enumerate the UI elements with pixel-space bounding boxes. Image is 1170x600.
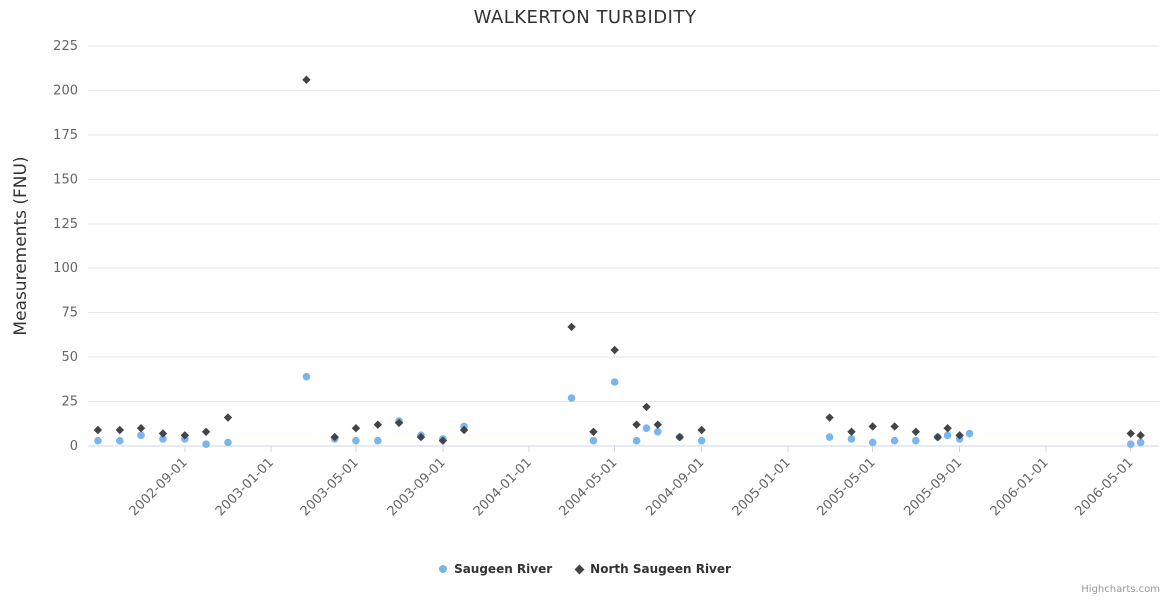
data-point[interactable] xyxy=(159,435,167,443)
legend-label: Saugeen River xyxy=(454,562,553,576)
x-tick-label: 2005-01-01 xyxy=(730,455,794,519)
data-point[interactable] xyxy=(1126,440,1135,449)
data-point[interactable] xyxy=(93,425,103,435)
data-point[interactable] xyxy=(632,420,641,429)
data-point[interactable] xyxy=(589,436,598,445)
data-point[interactable] xyxy=(567,394,576,402)
y-tick-label: 150 xyxy=(53,172,78,187)
y-tick-label: 125 xyxy=(53,217,78,232)
data-point[interactable] xyxy=(459,425,469,435)
data-point[interactable] xyxy=(642,402,651,412)
data-point[interactable] xyxy=(847,427,856,436)
x-tick-label: 2003-05-01 xyxy=(298,455,362,519)
data-point[interactable] xyxy=(589,427,598,436)
data-point[interactable] xyxy=(610,378,619,386)
data-point[interactable] xyxy=(416,432,426,442)
data-point[interactable] xyxy=(1136,431,1145,440)
data-point[interactable] xyxy=(955,431,964,440)
data-point[interactable] xyxy=(675,432,684,442)
legend: Saugeen River North Saugeen River xyxy=(0,562,1170,576)
x-tick-label: 2004-05-01 xyxy=(556,455,620,519)
y-tick-label: 0 xyxy=(70,439,78,454)
data-point[interactable] xyxy=(136,424,146,433)
data-point[interactable] xyxy=(201,427,211,436)
data-point[interactable] xyxy=(373,420,383,429)
y-tick-label: 175 xyxy=(53,128,78,143)
data-point[interactable] xyxy=(847,435,856,443)
data-point[interactable] xyxy=(330,432,339,442)
data-point[interactable] xyxy=(394,418,404,428)
data-point[interactable] xyxy=(697,436,706,445)
data-point[interactable] xyxy=(642,424,651,433)
chart-title: WALKERTON TURBIDITY xyxy=(473,7,697,28)
x-tick-label: 2004-09-01 xyxy=(643,455,707,519)
data-point[interactable] xyxy=(653,420,662,429)
data-point[interactable] xyxy=(202,440,210,449)
x-tick-label: 2005-05-01 xyxy=(814,455,878,519)
data-points xyxy=(93,75,1145,449)
y-tick-label: 225 xyxy=(53,39,78,54)
data-point[interactable] xyxy=(653,427,662,436)
y-tick-label: 75 xyxy=(61,306,78,321)
data-point[interactable] xyxy=(158,429,168,438)
x-tick-label: 2006-05-01 xyxy=(1073,455,1137,519)
data-point[interactable] xyxy=(697,425,706,435)
legend-item-north-saugeen-river[interactable]: North Saugeen River xyxy=(574,562,731,576)
data-point[interactable] xyxy=(567,322,576,332)
y-tick-label: 25 xyxy=(61,395,78,410)
data-point[interactable] xyxy=(1136,438,1145,447)
legend-label: North Saugeen River xyxy=(590,562,731,576)
y-tick-label: 50 xyxy=(61,350,78,365)
gridlines xyxy=(88,45,1159,452)
data-point[interactable] xyxy=(351,424,361,433)
data-point[interactable] xyxy=(825,413,834,422)
data-point[interactable] xyxy=(943,431,952,440)
y-axis-title: Measurements (FNU) xyxy=(11,156,31,335)
x-axis-labels: 2002-09-01 2003-01-01 2003-05-01 2003-09-01… xyxy=(127,455,1137,519)
x-tick-label: 2006-01-01 xyxy=(988,455,1052,519)
x-tick-label: 2003-09-01 xyxy=(385,455,449,519)
data-point[interactable] xyxy=(352,436,360,445)
data-point[interactable] xyxy=(890,422,899,431)
scatter-plot: 0 25 50 75 100 125 150 175 200 225 2002-09-01 2003… xyxy=(11,39,1159,519)
data-point[interactable] xyxy=(302,372,311,381)
data-point[interactable] xyxy=(180,431,190,440)
data-point[interactable] xyxy=(610,345,619,355)
data-point[interactable] xyxy=(1126,429,1135,438)
y-tick-label: 100 xyxy=(53,261,78,276)
data-point[interactable] xyxy=(890,436,899,445)
legend-item-saugeen-river[interactable]: Saugeen River xyxy=(439,562,552,576)
y-tick-label: 200 xyxy=(53,83,78,98)
data-point[interactable] xyxy=(223,413,233,422)
data-point[interactable] xyxy=(224,438,232,447)
diamond-marker-icon xyxy=(574,564,585,574)
data-point[interactable] xyxy=(94,436,102,445)
data-point[interactable] xyxy=(965,429,974,438)
data-point[interactable] xyxy=(912,436,920,445)
data-point[interactable] xyxy=(933,432,942,442)
x-tick-label: 2003-01-01 xyxy=(213,455,277,519)
data-point[interactable] xyxy=(115,425,125,435)
data-point[interactable] xyxy=(868,422,877,431)
data-point[interactable] xyxy=(116,436,124,445)
circle-marker-icon xyxy=(439,565,448,573)
data-point[interactable] xyxy=(374,436,382,445)
credits-link[interactable]: Highcharts.com xyxy=(1081,584,1160,595)
x-tick-label: 2005-09-01 xyxy=(901,455,965,519)
x-tick-label: 2002-09-01 xyxy=(127,455,191,519)
data-point[interactable] xyxy=(302,75,311,84)
data-point[interactable] xyxy=(438,436,448,445)
x-tick-label: 2004-01-01 xyxy=(471,455,535,519)
data-point[interactable] xyxy=(137,431,145,440)
data-point[interactable] xyxy=(911,427,921,436)
data-point[interactable] xyxy=(943,424,952,433)
data-point[interactable] xyxy=(825,433,834,441)
y-axis-labels: 0 25 50 75 100 125 150 175 200 225 xyxy=(53,39,78,454)
data-point[interactable] xyxy=(868,438,877,447)
data-point[interactable] xyxy=(632,436,641,445)
